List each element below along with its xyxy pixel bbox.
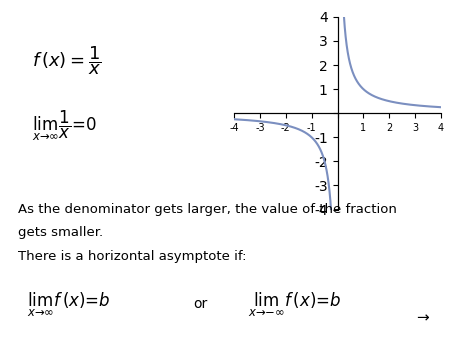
Text: There is a horizontal asymptote if:: There is a horizontal asymptote if: (18, 250, 247, 263)
Text: $\lim_{x\to-\infty} f\,(x)=b$: $\lim_{x\to-\infty} f\,(x)=b$ (248, 291, 341, 319)
Text: $f\,(x)=\dfrac{1}{x}$: $f\,(x)=\dfrac{1}{x}$ (32, 44, 101, 77)
Text: $\lim_{x\to\infty}\dfrac{1}{x}=0$: $\lim_{x\to\infty}\dfrac{1}{x}=0$ (32, 108, 96, 143)
Text: $\lim_{x\to\infty} f\,(x)=b$: $\lim_{x\to\infty} f\,(x)=b$ (27, 291, 111, 319)
Text: As the denominator gets larger, the value of the fraction: As the denominator gets larger, the valu… (18, 203, 397, 216)
Text: or: or (194, 297, 208, 311)
Text: $\rightarrow$: $\rightarrow$ (414, 310, 431, 324)
Text: gets smaller.: gets smaller. (18, 226, 103, 239)
